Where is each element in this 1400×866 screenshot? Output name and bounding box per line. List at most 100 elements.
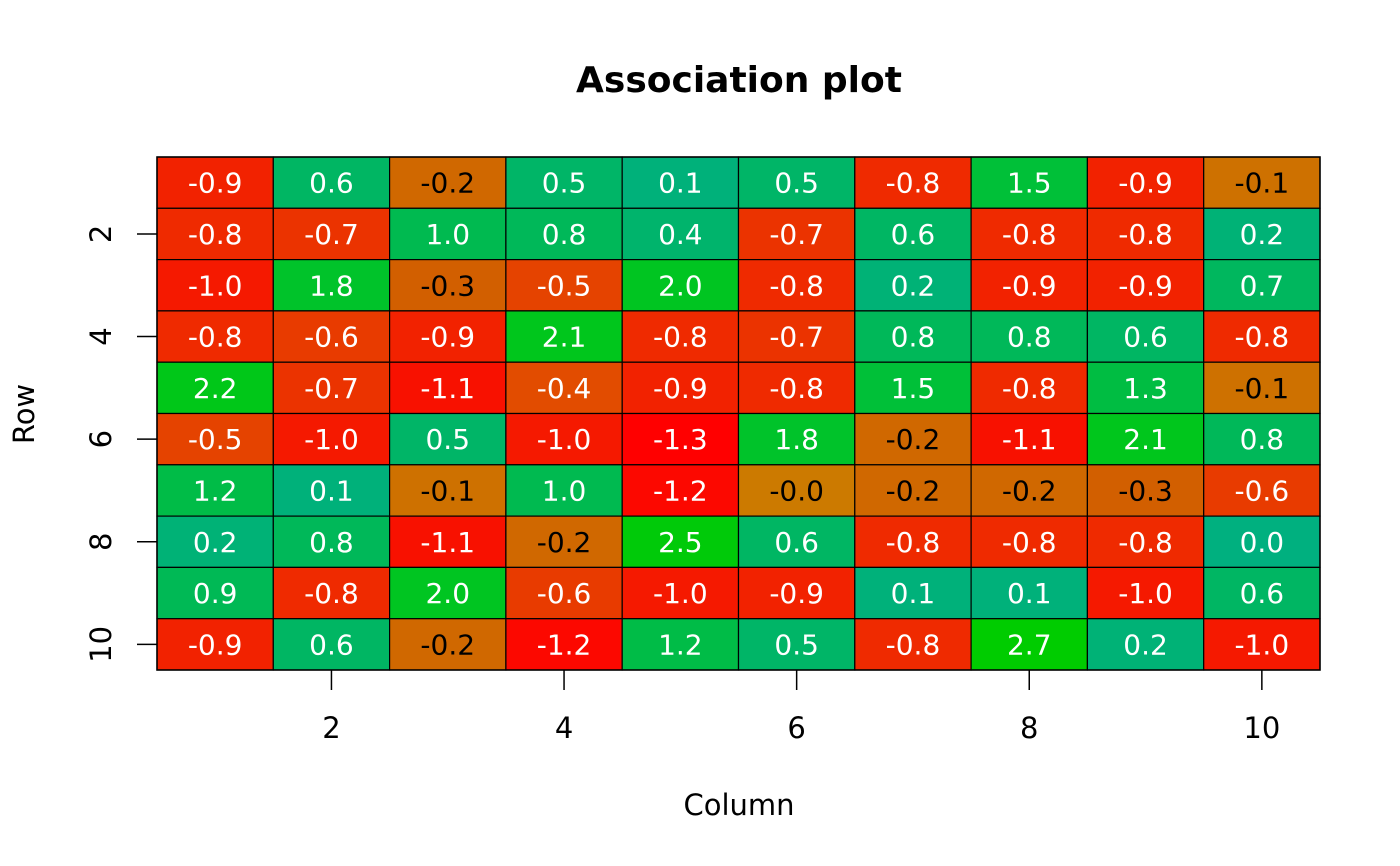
cell-value-label: -0.8 — [886, 628, 941, 661]
heatmap-cell — [737, 207, 856, 261]
heatmap-cell — [854, 207, 972, 261]
heatmap-cell — [854, 310, 972, 363]
cell-value-label: -0.8 — [304, 577, 359, 610]
heatmap-cell — [854, 259, 972, 312]
cell-value-label: -1.1 — [420, 372, 475, 405]
heatmap-cell — [737, 464, 856, 517]
x-axis: 2 4 6 8 10 — [322, 670, 1280, 745]
heatmap-cell — [1086, 361, 1205, 415]
cell-value-label: -1.1 — [1002, 423, 1057, 456]
cell-value-label: 0.1 — [891, 577, 936, 610]
heatmap-cells — [156, 156, 1321, 671]
cell-value-label: 0.2 — [1240, 218, 1285, 251]
plot-frame — [156, 156, 1321, 671]
cell-value-label: 1.2 — [658, 628, 703, 661]
cell-value-label: 0.5 — [542, 167, 587, 200]
heatmap-cell — [970, 618, 1088, 671]
heatmap-cell — [970, 566, 1088, 620]
cell-value-label: -0.8 — [886, 526, 941, 559]
cell-value-label: -0.2 — [1002, 474, 1057, 507]
cell-value-label: -0.4 — [537, 372, 592, 405]
cell-value-label: -0.9 — [420, 321, 475, 354]
cell-value-label: 0.8 — [891, 321, 936, 354]
heatmap-cell — [1203, 207, 1321, 261]
cell-value-label: 0.2 — [891, 269, 936, 302]
heatmap-cell — [1086, 618, 1205, 671]
heatmap-cell — [1086, 310, 1205, 363]
cell-value-label: -1.0 — [304, 423, 359, 456]
heatmap-cell — [621, 259, 740, 312]
cell-value-label: -0.7 — [304, 218, 359, 251]
heatmap-cell — [389, 361, 507, 415]
cell-value-label: 1.0 — [542, 474, 587, 507]
cell-value-label: 0.8 — [1007, 321, 1052, 354]
cell-value-label: 2.1 — [542, 321, 587, 354]
cell-value-label: -0.8 — [653, 321, 708, 354]
heatmap-cell — [505, 412, 623, 466]
heatmap-cell — [854, 464, 972, 517]
heatmap-cell — [272, 515, 391, 568]
cell-value-label: -1.2 — [537, 628, 592, 661]
heatmap-cell — [389, 566, 507, 620]
heatmap-cell — [1086, 515, 1205, 568]
heatmap-cell — [737, 515, 856, 568]
cell-value-label: 0.9 — [193, 577, 238, 610]
heatmap-cell — [854, 618, 972, 671]
cell-value-label: -1.0 — [188, 269, 243, 302]
cell-value-label: -0.1 — [1235, 167, 1290, 200]
heatmap-cell — [389, 412, 507, 466]
heatmap-cell — [1203, 310, 1321, 363]
heatmap-cell — [1086, 412, 1205, 466]
heatmap-cell — [1086, 207, 1205, 261]
cell-value-label: -0.6 — [537, 577, 592, 610]
cell-value-label: -0.9 — [769, 577, 824, 610]
cell-value-label: 2.0 — [658, 269, 703, 302]
cell-value-label: -0.2 — [537, 526, 592, 559]
cell-value-label: 2.0 — [425, 577, 470, 610]
cell-value-label: -0.8 — [1002, 526, 1057, 559]
heatmap-cell — [156, 412, 274, 466]
heatmap-cell — [389, 515, 507, 568]
heatmap-cell — [272, 259, 391, 312]
cell-value-label: -0.8 — [1235, 321, 1290, 354]
heatmap-cell — [156, 259, 274, 312]
y-tick-label: 6 — [84, 430, 118, 448]
cell-value-label: -0.1 — [420, 474, 475, 507]
cell-value-label: -0.0 — [769, 474, 824, 507]
cell-value-label: 0.6 — [309, 628, 354, 661]
heatmap-cell — [272, 207, 391, 261]
heatmap-cell — [970, 207, 1088, 261]
cell-value-label: -0.8 — [886, 167, 941, 200]
heatmap-cell — [156, 618, 274, 671]
cell-value-label: -0.2 — [886, 474, 941, 507]
heatmap-cell — [156, 156, 274, 209]
cell-value-label: 1.5 — [1007, 167, 1052, 200]
x-tick-label: 4 — [555, 711, 573, 745]
cell-value-label: 2.5 — [658, 526, 703, 559]
y-tick-label: 8 — [84, 533, 118, 551]
heatmap-cell — [1086, 464, 1205, 517]
heatmap-cell — [389, 259, 507, 312]
cell-value-label: -1.1 — [420, 526, 475, 559]
heatmap-cell — [621, 361, 740, 415]
cell-value-label: 0.2 — [193, 526, 238, 559]
cell-value-label: 0.8 — [542, 218, 587, 251]
heatmap-cell — [505, 618, 623, 671]
cell-value-label: -0.9 — [653, 372, 708, 405]
cell-value-label: 0.7 — [1240, 269, 1285, 302]
heatmap-cell — [1086, 259, 1205, 312]
heatmap-cell — [737, 361, 856, 415]
cell-value-label: 2.1 — [1123, 423, 1168, 456]
heatmap-cell — [970, 259, 1088, 312]
cell-value-label: 1.8 — [774, 423, 819, 456]
y-tick-label: 10 — [84, 626, 118, 663]
heatmap-cell — [156, 464, 274, 517]
cell-value-label: -0.9 — [1118, 167, 1173, 200]
cell-value-label: -0.8 — [769, 269, 824, 302]
cell-value-label: -0.8 — [1118, 218, 1173, 251]
cell-value-label: -0.8 — [188, 218, 243, 251]
cell-value-label: -1.0 — [1118, 577, 1173, 610]
heatmap-cell — [1203, 156, 1321, 209]
chart-title: Association plot — [576, 60, 902, 101]
heatmap-cell — [621, 412, 740, 466]
